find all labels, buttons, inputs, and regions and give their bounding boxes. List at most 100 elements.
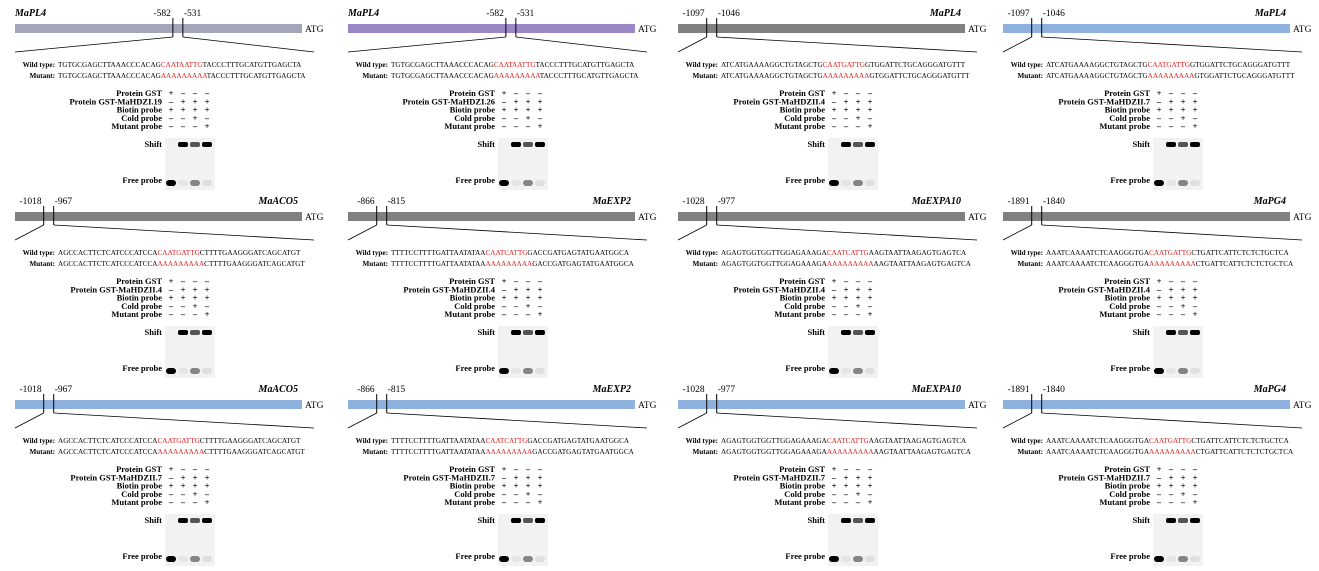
free-label: Free probe	[122, 175, 162, 185]
row-label: Mutant probe	[774, 497, 825, 507]
mut-sequence: AGAGTGGTGGTTGGAGAAAGAAAAAAAAAAAAGTAATTAA…	[721, 260, 972, 268]
gene-name: MaPL4	[347, 8, 379, 19]
start-codon: ATG	[638, 25, 657, 35]
zoom-line	[678, 413, 707, 428]
motif: CAATCATTG	[485, 249, 527, 257]
sequence-part: AGAGTGGTGGTTGGAGAAAGA	[721, 260, 828, 268]
emsa-panel: MaACO5-1018-967ATGWild type:AGCCACTTCTCA…	[15, 384, 324, 566]
lane-sign: –	[180, 121, 186, 131]
zoom-line	[15, 37, 173, 52]
lane-sign: –	[855, 121, 861, 131]
free-band	[865, 180, 875, 186]
sequence-part: GACCGATGAGTATGAATGGCA	[532, 260, 634, 268]
lane-sign: –	[192, 121, 198, 131]
mut-label: Mutant:	[692, 72, 718, 80]
shift-band	[523, 142, 533, 147]
shift-label: Shift	[478, 327, 496, 337]
wt-sequence: TGTGCGAGCTTAAACCCACAGCAATAATTGTACCCTTTGC…	[391, 61, 635, 69]
lane-sign: –	[1168, 497, 1174, 507]
motif: CAATAATTG	[494, 61, 536, 69]
free-band	[499, 368, 509, 374]
free-label: Free probe	[1110, 175, 1150, 185]
mut-label: Mutant:	[29, 72, 55, 80]
shift-band	[1166, 330, 1176, 335]
free-band	[178, 180, 188, 186]
wt-label: Wild type:	[23, 61, 55, 69]
emsa-panel: MaEXPA10-1028-977ATGWild type:AGAGTGGTGG…	[678, 196, 987, 378]
mut-label: Mutant:	[692, 260, 718, 268]
promoter-bar	[15, 24, 302, 33]
emsa-panel: MaEXPA10-1028-977ATGWild type:AGAGTGGTGG…	[678, 384, 987, 566]
lane-sign: –	[843, 121, 849, 131]
zoom-line	[15, 413, 44, 428]
zoom-line	[54, 225, 314, 240]
sequence-part: AAATCAAAATCTCAAGGGTGA	[1046, 249, 1150, 257]
free-label: Free probe	[785, 551, 825, 561]
sequence-part: AGAGTGGTGGTTGGAGAAAGA	[721, 249, 828, 257]
promoter-bar	[348, 24, 635, 33]
mut-sequence: TTTTCCTTTTGATTAATATAAAAAAAAAAAGACCGATGAG…	[391, 448, 635, 456]
motif: AAAAAAAAA	[1149, 260, 1197, 268]
lane-sign: +	[538, 309, 543, 319]
lane-sign: –	[1168, 309, 1174, 319]
wt-sequence: ATCATGAAAAGGCTGTAGCTGCAATGATTGGTGGATTCTG…	[721, 61, 966, 69]
shift-band	[1178, 330, 1188, 335]
free-band	[829, 180, 839, 186]
lane-sign: –	[1168, 121, 1174, 131]
mut-sequence: AAATCAAAATCTCAAGGGTGAAAAAAAAAACTGATTCATT…	[1046, 260, 1294, 268]
wt-label: Wild type:	[1011, 249, 1043, 257]
free-label: Free probe	[122, 363, 162, 373]
shift-band	[1166, 518, 1176, 523]
shift-label: Shift	[808, 139, 826, 149]
shift-band	[841, 330, 851, 335]
lane-sign: –	[180, 309, 186, 319]
start-codon: ATG	[638, 213, 657, 223]
shift-band	[511, 330, 521, 335]
motif: AAAAAAAAA	[157, 260, 205, 268]
zoom-line	[348, 225, 377, 240]
shift-label: Shift	[478, 515, 496, 525]
lane-sign: –	[180, 497, 186, 507]
free-band	[190, 180, 200, 186]
sequence-part: AGCCACTTCTCATCCCATCCA	[58, 448, 158, 456]
zoom-line	[717, 413, 977, 428]
emsa-panel: MaPL4-1097-1046ATGWild type:ATCATGAAAAGG…	[678, 8, 987, 190]
wt-sequence: AGCCACTTCTCATCCCATCCACAATGATTGCTTTTGAAGG…	[58, 437, 301, 445]
zoom-line	[678, 37, 707, 52]
gene-name: MaEXP2	[592, 196, 631, 207]
gene-name: MaACO5	[258, 196, 298, 207]
motif: CAATCATTG	[827, 249, 869, 257]
motif: AAAAAAAAA	[485, 448, 533, 456]
position-right: -815	[388, 385, 406, 395]
shift-label: Shift	[808, 327, 826, 337]
wt-label: Wild type:	[356, 61, 388, 69]
position-left: -1097	[683, 9, 705, 19]
free-label: Free probe	[1110, 551, 1150, 561]
free-band	[202, 556, 212, 562]
zoom-line	[717, 37, 977, 52]
free-label: Free probe	[455, 363, 495, 373]
emsa-panel: MaPL4-1097-1046ATGWild type:ATCATGAAAAGG…	[1003, 8, 1312, 190]
shift-band	[1190, 330, 1200, 335]
sequence-part: TGTGCGAGCTTAAACCCACAG	[391, 61, 494, 69]
zoom-line	[1042, 413, 1302, 428]
shift-band	[190, 142, 200, 147]
mut-sequence: AGAGTGGTGGTTGGAGAAAGAAAAAAAAAAAAGTAATTAA…	[721, 448, 972, 456]
sequence-part: CTGATTCATTCTCTCTGCTCA	[1196, 260, 1294, 268]
lane-sign: +	[868, 497, 873, 507]
wt-sequence: TGTGCGAGCTTAAACCCACAGCAATAATTGTACCCTTTGC…	[58, 61, 302, 69]
wt-sequence: AGCCACTTCTCATCCCATCCACAATGATTGCTTTTGAAGG…	[58, 249, 301, 257]
motif: CAATCATTG	[827, 437, 869, 445]
sequence-part: CTTTTGAAGGGATCAGCATGT	[204, 448, 305, 456]
sequence-part: AAATCAAAATCTCAAGGGTGA	[1046, 448, 1150, 456]
shift-label: Shift	[478, 139, 496, 149]
free-band	[1178, 368, 1188, 374]
position-right: -531	[184, 9, 202, 19]
mut-label: Mutant:	[362, 260, 388, 268]
wt-sequence: TTTTCCTTTTGATTAATATAACAATCATTGGACCGATGAG…	[391, 437, 630, 445]
wt-sequence: AGAGTGGTGGTTGGAGAAAGACAATCATTGAAGTAATTAA…	[721, 249, 967, 257]
lane-sign: +	[1193, 309, 1198, 319]
lane-sign: –	[525, 121, 531, 131]
motif: CAATGATTG	[157, 249, 199, 257]
wt-sequence: AAATCAAAATCTCAAGGGTGACAATGATTGCTGATTCATT…	[1046, 437, 1290, 445]
